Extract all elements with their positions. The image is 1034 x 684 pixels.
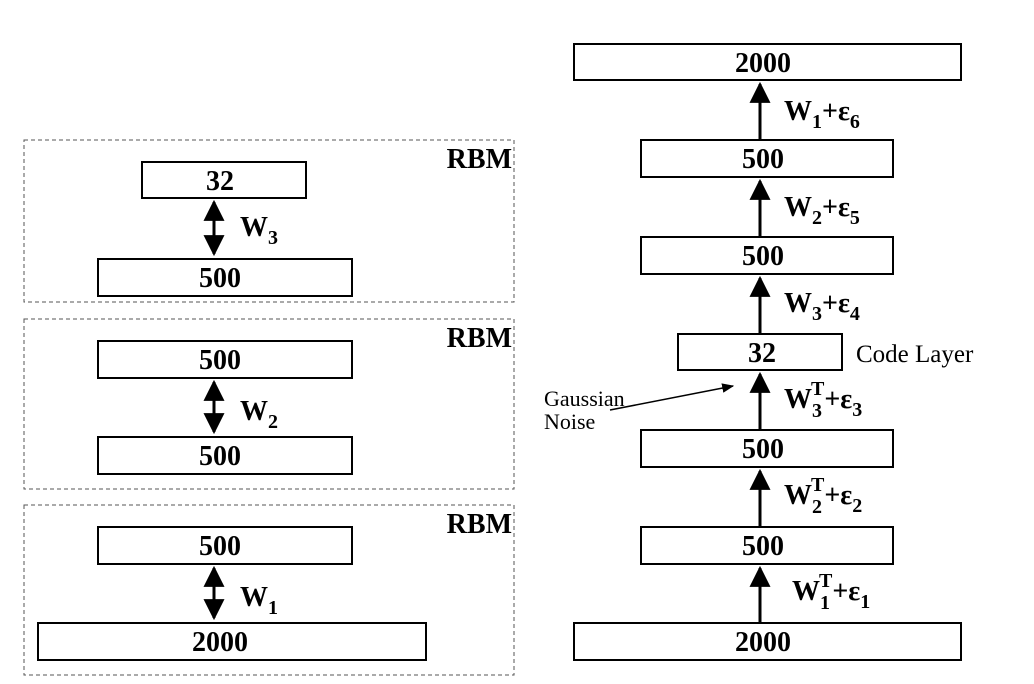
ae-layer-input bbox=[573, 622, 962, 661]
ae-weight-5: W2+ε5 bbox=[784, 192, 860, 229]
autoencoder: 2000 500 500 32 Code Layer 500 500 2000 … bbox=[544, 43, 974, 661]
rbm2-top-layer bbox=[97, 340, 353, 379]
ae-layer-enc2-size: 500 bbox=[742, 434, 784, 465]
ae-weight-1: W1T+ε1 bbox=[792, 570, 870, 614]
ae-weight-4: W3+ε4 bbox=[784, 288, 860, 325]
rbm-box-1: RBM 500 W1 2000 bbox=[23, 504, 515, 676]
gaussian-noise-label-line1: Gaussian bbox=[544, 386, 625, 411]
ae-layer-dec2 bbox=[640, 139, 894, 178]
rbm2-weight: W2 bbox=[240, 396, 278, 433]
ae-layer-enc2 bbox=[640, 429, 894, 468]
rbm3-bottom-layer bbox=[97, 258, 353, 297]
ae-layer-dec1 bbox=[640, 236, 894, 275]
ae-layer-input-size: 2000 bbox=[735, 627, 791, 658]
code-layer-label: Code Layer bbox=[856, 341, 974, 368]
ae-layer-enc1-size: 500 bbox=[742, 531, 784, 562]
rbm3-bottom-size: 500 bbox=[199, 263, 241, 294]
ae-layer-dec2-size: 500 bbox=[742, 144, 784, 175]
rbm-label: RBM bbox=[447, 509, 512, 540]
ae-layer-output bbox=[573, 43, 962, 81]
ae-code-layer-size: 32 bbox=[748, 338, 776, 369]
rbm1-bottom-layer bbox=[37, 622, 427, 661]
rbm-label: RBM bbox=[447, 323, 512, 354]
rbm1-bottom-size: 2000 bbox=[192, 627, 248, 658]
ae-weight-2: W2T+ε2 bbox=[784, 474, 862, 518]
ae-layer-enc1 bbox=[640, 526, 894, 565]
rbm1-weight: W1 bbox=[240, 582, 278, 619]
ae-code-layer bbox=[677, 333, 843, 371]
ae-weight-3: W3T+ε3 bbox=[784, 378, 862, 422]
gaussian-noise-arrow bbox=[609, 383, 735, 411]
rbm2-bottom-layer bbox=[97, 436, 353, 475]
rbm2-top-size: 500 bbox=[199, 345, 241, 376]
rbm3-weight: W3 bbox=[240, 212, 278, 249]
rbm-box-2: RBM 500 W2 500 bbox=[23, 318, 515, 490]
rbm2-bottom-size: 500 bbox=[199, 441, 241, 472]
ae-layer-output-size: 2000 bbox=[735, 48, 791, 79]
rbm1-top-layer bbox=[97, 526, 353, 565]
rbm3-top-layer bbox=[141, 161, 307, 199]
rbm1-top-size: 500 bbox=[199, 531, 241, 562]
ae-layer-dec1-size: 500 bbox=[742, 241, 784, 272]
rbm3-top-size: 32 bbox=[206, 166, 234, 197]
rbm-box-3: RBM 32 W3 500 bbox=[23, 139, 515, 303]
ae-weight-6: W1+ε6 bbox=[784, 96, 860, 133]
rbm-label: RBM bbox=[447, 144, 512, 175]
gaussian-noise-label-line2: Noise bbox=[544, 409, 595, 434]
